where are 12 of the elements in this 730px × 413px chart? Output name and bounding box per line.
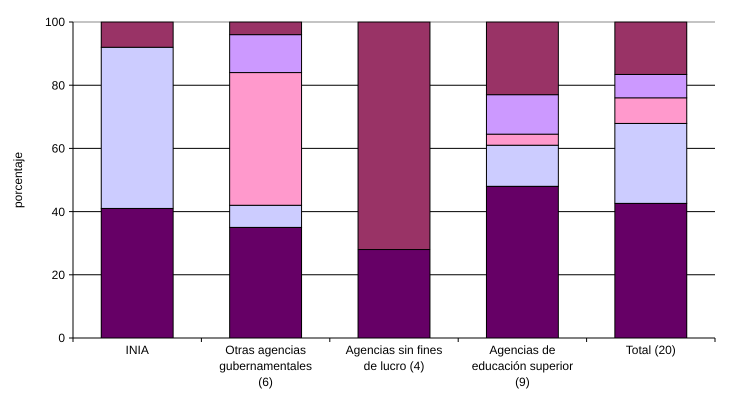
y-tick-label: 40 (52, 204, 66, 219)
y-tick-label: 80 (52, 78, 66, 92)
x-tick-label: Total (20) (626, 343, 676, 357)
y-axis-title: porcentaje (11, 152, 25, 208)
x-tick-label: INIA (126, 343, 149, 357)
y-tick-label: 20 (52, 268, 66, 282)
y-tick-label: 0 (58, 331, 66, 346)
x-tick-label: Agencias sin fines de lucro (4) (346, 343, 442, 373)
y-tick-label: 100 (44, 15, 66, 30)
y-tick-label: 60 (52, 142, 66, 156)
x-tick-label: Otras agencias gubernamentales (6) (219, 343, 312, 389)
x-tick-label: Agencias de educación superior (9) (472, 343, 574, 389)
